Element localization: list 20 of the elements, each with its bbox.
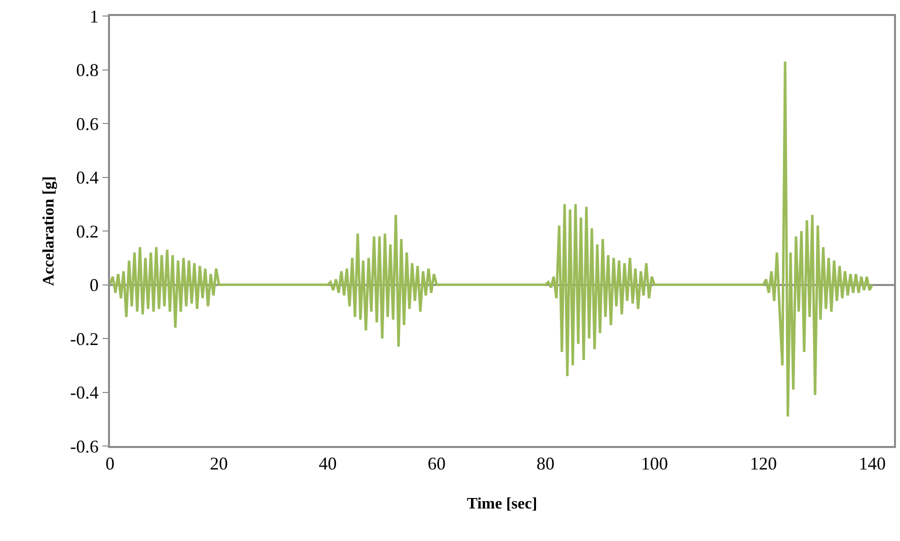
x-tick-label: 100 [640, 453, 668, 474]
x-tick-label: 60 [428, 453, 446, 474]
x-axis-title: Time [sec] [466, 496, 538, 513]
y-tick-label: -0.4 [70, 382, 99, 403]
y-tick-label: 0.8 [76, 60, 99, 80]
y-tick-label: 1 [90, 6, 99, 26]
y-tick-label: -0.2 [70, 328, 99, 349]
y-tick-label: 0.2 [76, 221, 99, 242]
x-tick-label: 40 [318, 453, 337, 474]
x-tick-label: 80 [536, 453, 555, 474]
y-tick-label: 0.4 [76, 168, 99, 188]
x-tick-label: 0 [106, 453, 114, 474]
y-tick-label: -0.6 [70, 436, 99, 456]
x-tick-label: 140 [858, 453, 886, 474]
x-tick-label: 120 [750, 453, 777, 474]
y-tick-label: 0 [90, 275, 99, 296]
y-axis-title: Accelaration [g] [40, 176, 58, 286]
y-tick-label: 0.6 [76, 114, 99, 134]
x-tick-label: 20 [210, 453, 228, 474]
line-series [110, 60, 874, 418]
